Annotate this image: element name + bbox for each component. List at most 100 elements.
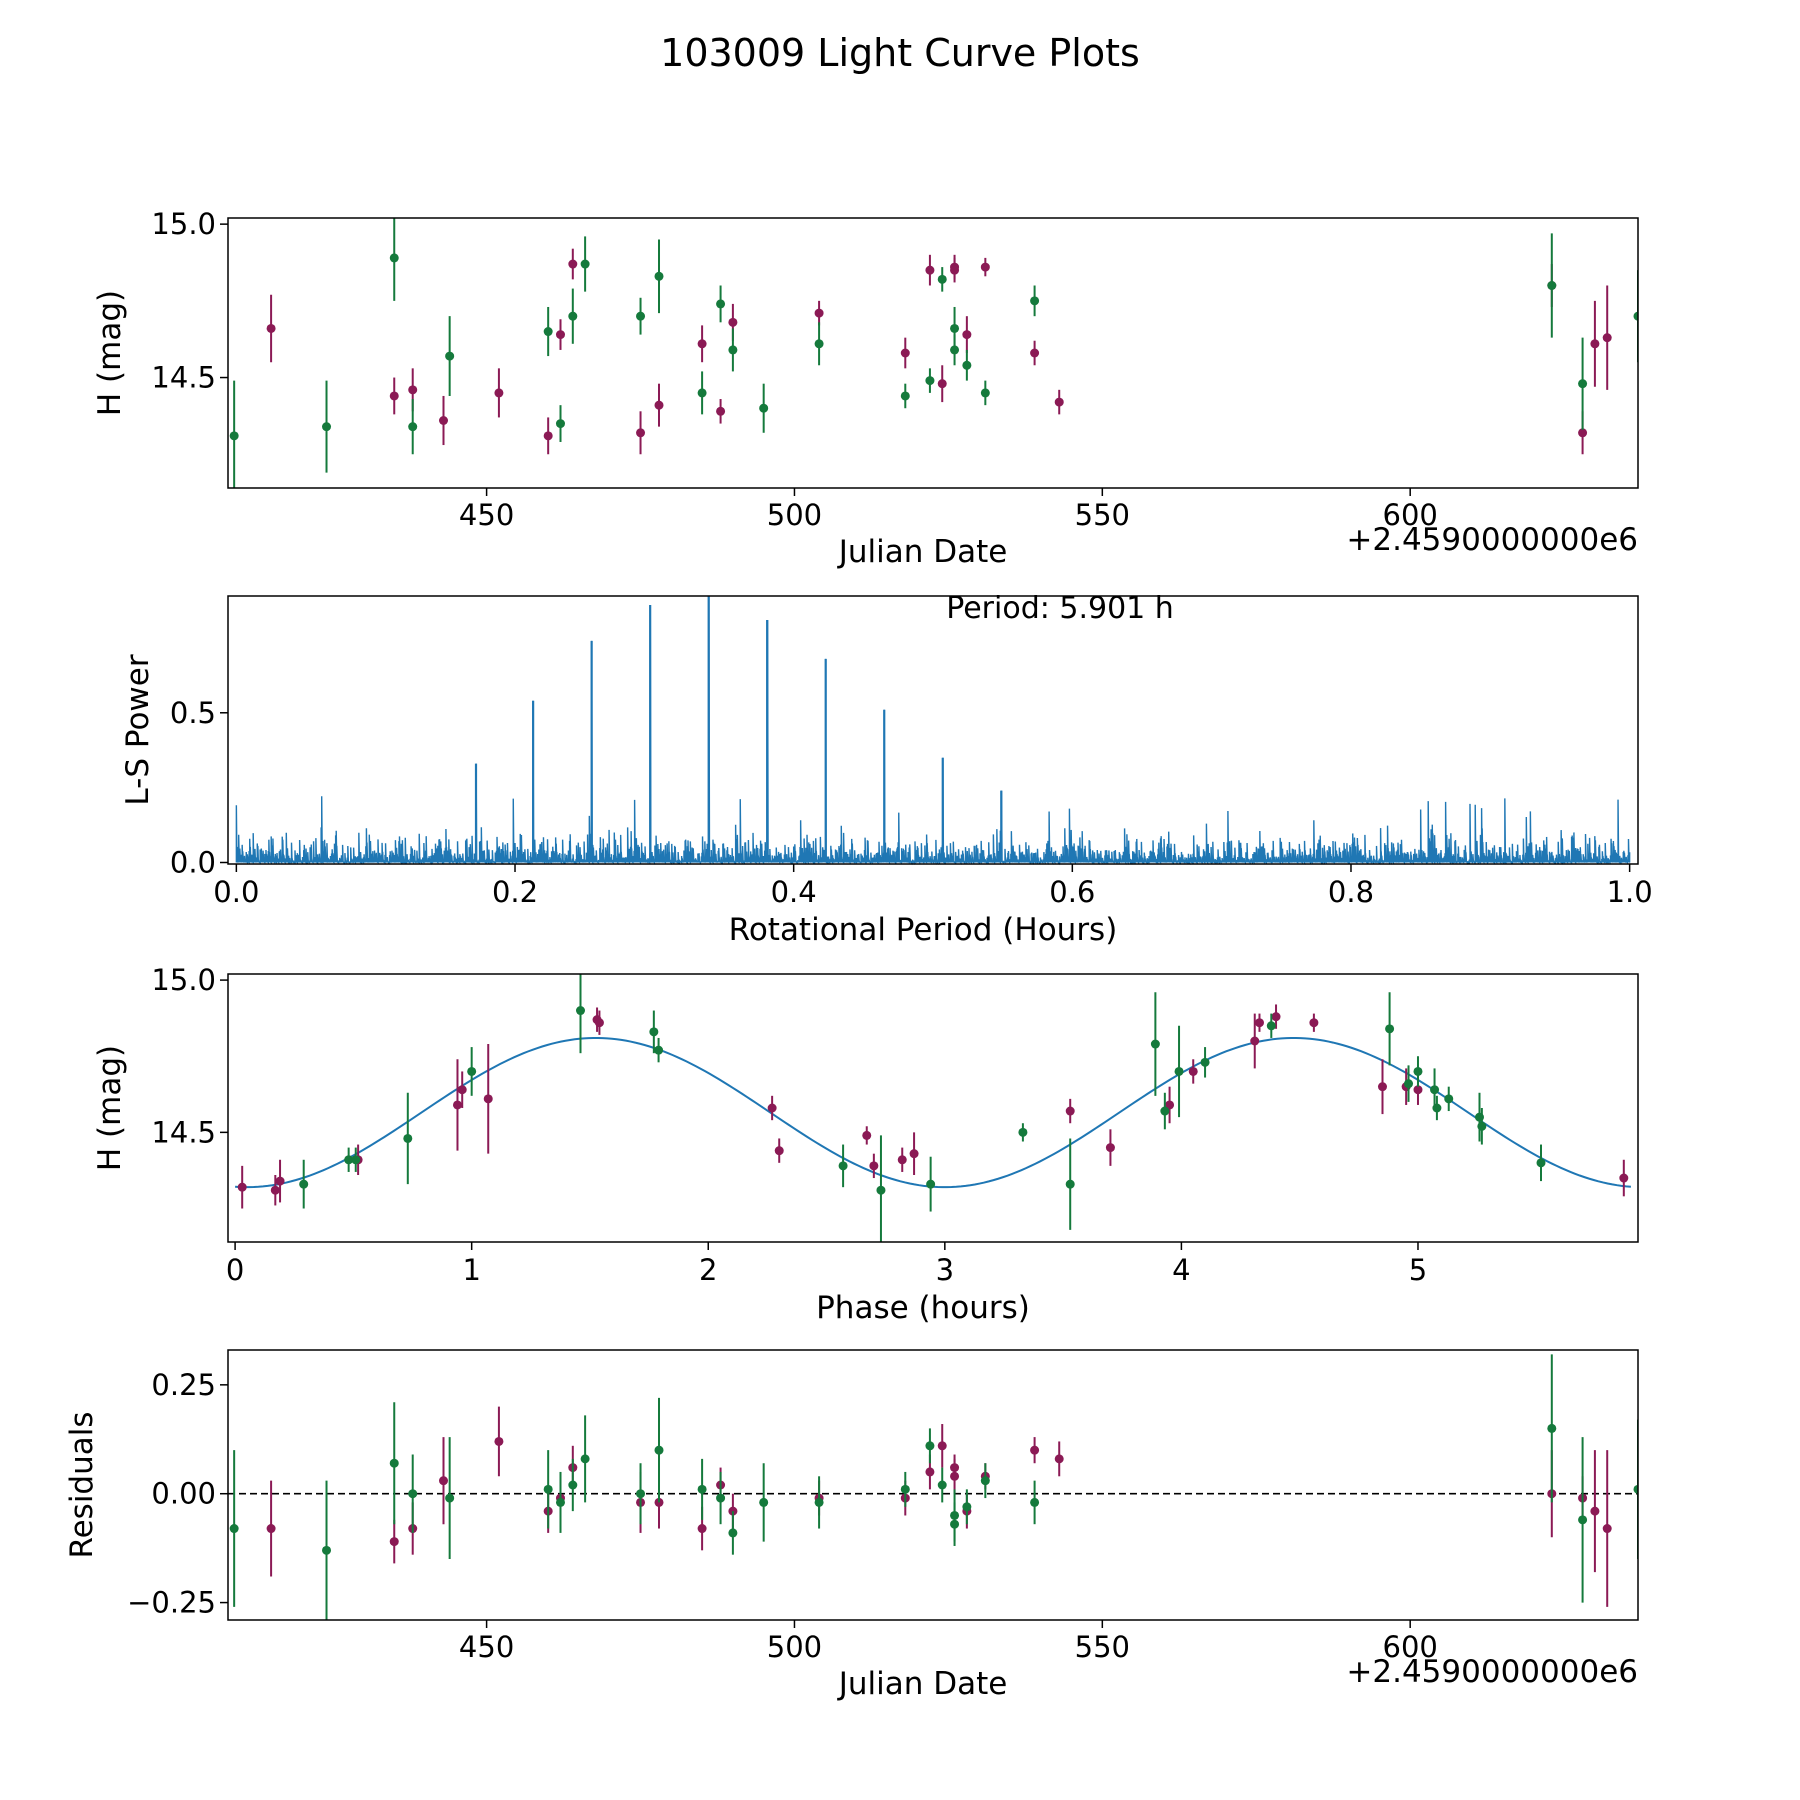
data-point bbox=[1619, 1173, 1629, 1183]
data-point bbox=[1065, 1179, 1075, 1189]
data-point bbox=[445, 351, 455, 361]
data-point bbox=[1578, 379, 1588, 389]
residuals-frame bbox=[227, 1349, 1639, 1621]
data-point bbox=[697, 1484, 707, 1494]
data-point bbox=[814, 339, 824, 349]
data-point bbox=[950, 265, 960, 275]
data-point bbox=[344, 1155, 354, 1165]
phased-xtick-label: 1 bbox=[462, 1253, 480, 1287]
data-point bbox=[1404, 1079, 1414, 1089]
data-point bbox=[555, 419, 565, 429]
data-point bbox=[594, 1018, 604, 1028]
data-point bbox=[543, 431, 553, 441]
data-point bbox=[229, 1524, 239, 1534]
lightcurve-panel: 450 500 550 600 15.0 14.5 Julian Date H (mag) +2… bbox=[92, 207, 1639, 570]
data-point bbox=[649, 1027, 659, 1037]
data-point bbox=[1030, 1445, 1040, 1455]
data-point bbox=[237, 1182, 247, 1192]
data-point bbox=[445, 1493, 455, 1503]
data-point bbox=[389, 1537, 399, 1547]
data-point bbox=[1385, 1024, 1395, 1034]
data-point bbox=[1413, 1066, 1423, 1076]
data-point bbox=[1065, 1106, 1075, 1116]
data-point bbox=[716, 1493, 726, 1503]
data-point bbox=[767, 1103, 777, 1113]
data-point bbox=[728, 345, 738, 355]
data-point bbox=[697, 388, 707, 398]
data-point bbox=[1633, 1484, 1638, 1494]
data-point bbox=[1018, 1127, 1028, 1137]
figure-title: 103009 Light Curve Plots bbox=[660, 31, 1140, 75]
residuals-xtick-label: 450 bbox=[459, 1630, 514, 1664]
data-point bbox=[1271, 1012, 1281, 1022]
residuals-xlabel: Julian Date bbox=[837, 1666, 1008, 1702]
data-point bbox=[1413, 1085, 1423, 1095]
periodogram-frame bbox=[227, 595, 1639, 865]
data-point bbox=[950, 345, 960, 355]
data-point bbox=[814, 308, 824, 318]
data-point bbox=[697, 339, 707, 349]
periodogram-xtick-label: 0.4 bbox=[771, 875, 817, 909]
periodogram-xtick-label: 0.6 bbox=[1049, 875, 1095, 909]
data-point bbox=[580, 1454, 590, 1464]
data-point bbox=[716, 406, 726, 416]
data-point bbox=[555, 330, 565, 340]
phased-lightcurve-panel: 0 1 2 3 4 5 15.0 14.5 Phase (hours) H (mag) bbox=[92, 963, 1639, 1326]
data-point bbox=[869, 1161, 879, 1171]
lightcurve-xlabel: Julian Date bbox=[837, 534, 1008, 570]
data-point bbox=[568, 259, 578, 269]
data-point bbox=[1602, 1524, 1612, 1534]
data-point bbox=[467, 1066, 477, 1076]
data-point bbox=[266, 323, 276, 333]
data-point bbox=[1309, 1018, 1319, 1028]
phased-ylabel: H (mag) bbox=[92, 1045, 128, 1171]
lightcurve-xtick-label: 600 bbox=[1383, 498, 1438, 532]
data-point bbox=[299, 1179, 309, 1189]
data-point bbox=[1547, 281, 1557, 290]
data-point bbox=[1054, 1454, 1064, 1464]
data-point bbox=[937, 274, 947, 284]
data-point bbox=[322, 422, 332, 432]
data-point bbox=[408, 385, 418, 395]
periodogram-ytick-label: 0.0 bbox=[170, 846, 216, 880]
residuals-xtick-label: 500 bbox=[767, 1630, 822, 1664]
periodogram-xtick-label: 1.0 bbox=[1607, 875, 1653, 909]
data-point bbox=[897, 1155, 907, 1165]
data-point bbox=[1377, 1082, 1387, 1092]
phased-xtick-label: 4 bbox=[1172, 1253, 1190, 1287]
data-point bbox=[580, 259, 590, 269]
phased-points bbox=[237, 974, 1629, 1242]
data-point bbox=[909, 1149, 919, 1159]
data-point bbox=[925, 1467, 935, 1477]
data-point bbox=[1150, 1039, 1160, 1049]
data-point bbox=[654, 1045, 664, 1055]
data-point bbox=[266, 1524, 276, 1534]
data-point bbox=[926, 1179, 936, 1189]
data-point bbox=[759, 1497, 769, 1507]
periodogram-xtick-label: 0.2 bbox=[492, 875, 538, 909]
periodogram-ytick-label: 0.5 bbox=[170, 696, 216, 730]
data-point bbox=[1250, 1036, 1260, 1046]
data-point bbox=[716, 299, 726, 309]
data-point bbox=[1174, 1066, 1184, 1076]
residuals-x-offset-label: +2.4590000000e6 bbox=[1346, 1654, 1638, 1690]
data-point bbox=[322, 1545, 332, 1555]
lightcurve-points bbox=[229, 218, 1638, 488]
phased-xlabel: Phase (hours) bbox=[816, 1290, 1030, 1326]
data-point bbox=[1165, 1100, 1175, 1110]
data-point bbox=[980, 1476, 990, 1486]
data-point bbox=[457, 1085, 467, 1095]
data-point bbox=[1578, 428, 1588, 438]
lightcurve-xtick-label: 550 bbox=[1075, 498, 1130, 532]
data-point bbox=[389, 253, 399, 263]
data-point bbox=[925, 376, 935, 386]
data-point bbox=[1602, 333, 1612, 343]
data-point bbox=[555, 1497, 565, 1507]
residuals-xtick-label: 600 bbox=[1383, 1630, 1438, 1664]
data-point bbox=[408, 422, 418, 432]
data-point bbox=[483, 1094, 493, 1104]
lightcurve-x-offset-label: +2.4590000000e6 bbox=[1346, 522, 1638, 558]
data-point bbox=[1030, 296, 1040, 306]
data-point bbox=[270, 1185, 280, 1195]
data-point bbox=[1054, 397, 1064, 407]
